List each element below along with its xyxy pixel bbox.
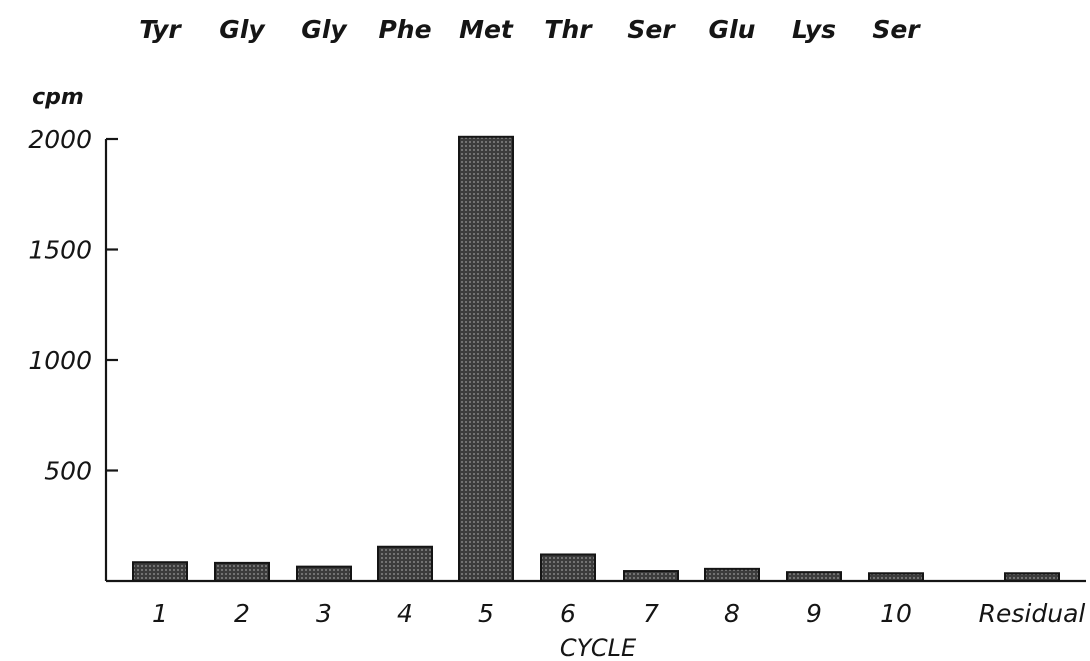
bar [132,561,188,583]
residue-label: Gly [301,15,348,44]
x-tick-label: 3 [316,599,332,628]
residue-labels: Tyr Gly Gly Phe Met Thr Ser Glu Lys Ser [139,15,921,44]
x-tick-label: 6 [560,599,576,628]
bar [540,553,596,582]
residue-label: Ser [627,15,676,44]
x-tick-label: 1 [152,599,168,628]
bar [1004,572,1060,583]
y-tick-label: 1500 [28,236,92,265]
y-axis: 500 1000 1500 2000 [28,125,118,581]
residue-label: Tyr [139,15,182,44]
bar [214,561,270,582]
bar [868,572,924,583]
x-tick-label: 4 [397,599,413,628]
x-axis-label: CYCLE [560,634,637,661]
residue-label: Ser [872,15,921,44]
y-tick-label: 1000 [28,346,92,375]
y-axis-label: cpm [32,85,84,110]
x-tick-label: 5 [478,599,494,628]
residue-label: Phe [378,15,431,44]
bars [132,135,1060,583]
bar [458,135,514,582]
bar [623,570,679,582]
residue-label: Gly [219,15,266,44]
x-tick-label: 10 [880,599,912,628]
x-tick-label: 7 [643,599,659,628]
bar [377,545,433,582]
y-tick-label: 2000 [28,125,92,154]
y-tick-label: 500 [44,457,92,486]
bar [704,567,760,582]
residue-label: Glu [709,15,756,44]
residue-label: Lys [792,15,836,44]
bar [786,571,842,582]
x-tick-label: 8 [724,599,740,628]
bar [296,565,352,583]
residue-label: Met [459,15,514,44]
x-tick-label: Residual [979,599,1086,628]
x-axis: 1 2 3 4 5 6 7 8 9 10 Residual [106,579,1086,628]
residue-label: Thr [544,15,593,44]
x-tick-label: 2 [234,599,250,628]
x-tick-label: 9 [806,599,822,628]
